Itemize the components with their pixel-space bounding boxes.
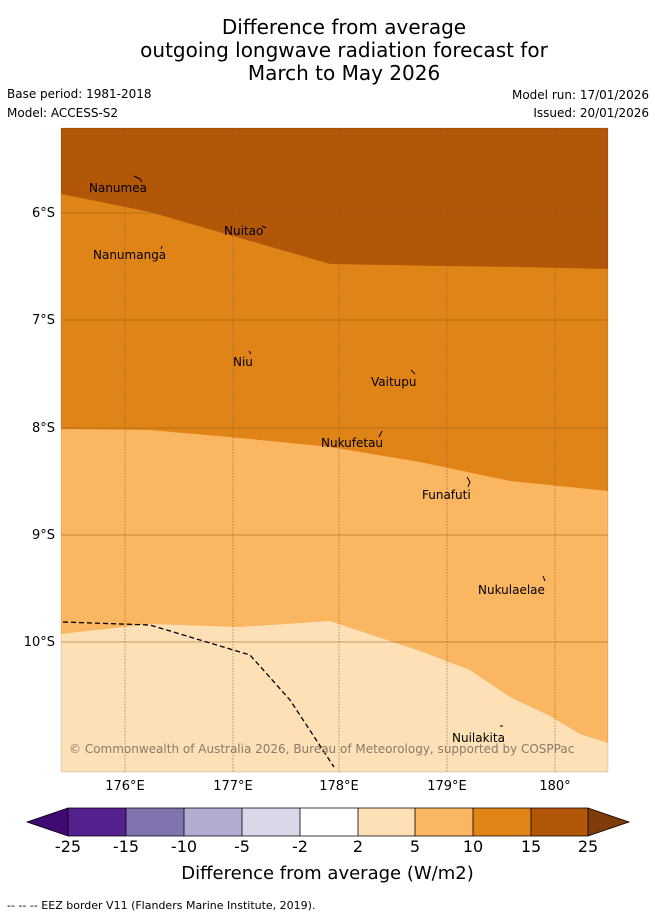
- nanumanga-outline: [160, 245, 163, 250]
- island-label-vaitupu: Vaitupu: [371, 375, 417, 389]
- lon-label-177e: 177°E: [213, 779, 253, 794]
- title-line-1: Difference from average: [221, 15, 467, 39]
- map-title: Difference from average outgoing longwav…: [0, 16, 655, 85]
- eez-legend-note: -- -- -- EEZ border V11 (Flanders Marine…: [7, 899, 316, 912]
- colorbar-tick-25: 25: [577, 837, 599, 856]
- colorbar-cell-neg5-neg2: [242, 808, 300, 836]
- colorbar-cell-neg25-neg15: [68, 808, 126, 836]
- vaitupu-outline: [410, 369, 416, 375]
- nanumea-outline: [133, 175, 143, 183]
- title-line-3: March to May 2026: [247, 61, 441, 85]
- colorbar-cell-neg10-neg5: [184, 808, 242, 836]
- map-frame: [60, 127, 609, 773]
- colorbar-cell-5-10: [415, 808, 473, 836]
- colorbar-tick-neg10: -10: [170, 837, 198, 856]
- copyright-notice: © Commonwealth of Australia 2026, Bureau…: [69, 742, 575, 756]
- niu-outline: [248, 350, 252, 355]
- lat-label-10s: 10°S: [23, 635, 55, 650]
- colorbar-cell-15-25: [531, 808, 588, 836]
- nukufetau-outline: [378, 430, 383, 438]
- colorbar-dividers: [67, 808, 589, 836]
- island-label-funafuti: Funafuti: [422, 488, 471, 502]
- island-label-nuitao: Nuitao: [224, 224, 264, 238]
- colorbar-arrow-low: [27, 808, 68, 836]
- island-label-nanumanga: Nanumanga: [93, 248, 167, 262]
- colorbar-cell-neg2-2: [300, 808, 358, 836]
- eez-border: [62, 621, 335, 768]
- lat-label-9s: 9°S: [31, 528, 55, 543]
- model-name: Model: ACCESS-S2: [7, 106, 119, 120]
- colorbar-tick-neg25: -25: [54, 837, 82, 856]
- island-outlines: [133, 175, 546, 727]
- island-label-nukulaelae: Nukulaelae: [478, 583, 545, 597]
- colorbar-tick-5: 5: [409, 837, 421, 856]
- base-period: Base period: 1981-2018: [7, 87, 152, 101]
- lat-label-7s: 7°S: [31, 313, 55, 328]
- band-2-5: [61, 621, 608, 772]
- lat-label-8s: 8°S: [31, 421, 55, 436]
- lon-label-176e: 176°E: [105, 779, 145, 794]
- lat-label-6s: 6°S: [31, 206, 55, 221]
- colorbar-tick-10: 10: [462, 837, 484, 856]
- colorbar: [25, 807, 631, 837]
- funafuti-outline: [466, 476, 471, 488]
- issued-date: Issued: 20/01/2026: [533, 106, 649, 120]
- lon-label-180: 180°: [539, 779, 571, 794]
- island-label-nukufetau: Nukufetau: [321, 436, 384, 450]
- island-label-nanumea: Nanumea: [89, 181, 147, 195]
- model-run-date: Model run: 17/01/2026: [511, 88, 649, 102]
- colorbar-tick-2: 2: [352, 837, 364, 856]
- nuitao-outline: [261, 225, 267, 229]
- nukulaelae-outline: [542, 575, 546, 582]
- island-label-nuilakita: Nuilakita: [452, 731, 505, 745]
- island-label-niu: Niu: [233, 355, 253, 369]
- lon-label-178e: 178°E: [319, 779, 359, 794]
- colorbar-tick-15: 15: [520, 837, 542, 856]
- colorbar-tick-neg2: -2: [292, 837, 308, 856]
- lon-label-179e: 179°E: [427, 779, 467, 794]
- colorbar-label: Difference from average (W/m2): [181, 863, 474, 884]
- colorbar-arrow-high: [588, 808, 629, 836]
- graticule: [61, 128, 608, 772]
- colorbar-cell-10-15: [473, 808, 531, 836]
- colorbar-cell-2-5: [358, 808, 415, 836]
- colorbar-tick-neg5: -5: [234, 837, 250, 856]
- title-line-2: outgoing longwave radiation forecast for: [140, 38, 548, 62]
- colorbar-cell-neg15-neg10: [126, 808, 184, 836]
- colorbar-tick-neg15: -15: [112, 837, 140, 856]
